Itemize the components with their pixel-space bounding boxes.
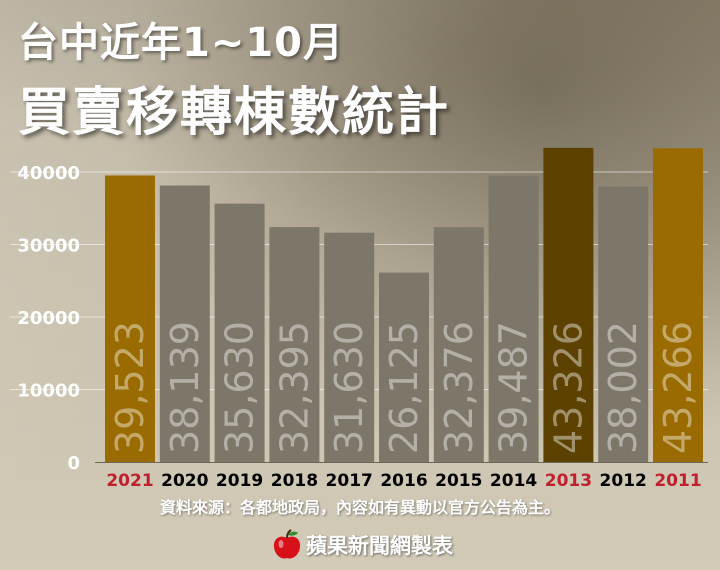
bar-value-label: 32,395 (272, 321, 316, 454)
bar (324, 232, 375, 462)
bar (543, 147, 594, 462)
apple-icon (273, 529, 301, 559)
chart-title-line1: 台中近年1~10月 (18, 20, 345, 66)
title-block: 台中近年1~10月 買賣移轉棟數統計 (18, 10, 450, 145)
bar-value-label: 43,326 (546, 321, 590, 454)
bar-value-label: 38,139 (163, 321, 207, 454)
bar-group: 31,630 2017 (324, 232, 375, 490)
x-tick-label: 2016 (380, 471, 427, 490)
bar (159, 185, 210, 462)
x-tick-label: 2011 (654, 471, 701, 490)
bar-group: 43,266 2011 (653, 148, 703, 490)
x-tick-label: 2015 (435, 471, 482, 490)
bar-group: 38,002 2012 (598, 186, 649, 490)
y-tick-label: 10000 (17, 381, 80, 402)
bar (214, 203, 265, 462)
bar (488, 175, 539, 463)
bar-group: 43,326 2013 (543, 147, 594, 490)
y-tick-label: 30000 (17, 236, 80, 257)
source-note: 資料來源：各都地政局，內容如有異動以官方公告為主。 (159, 498, 560, 517)
x-tick-label: 2018 (271, 471, 318, 490)
y-tick-label: 40000 (17, 163, 80, 184)
y-tick-label: 20000 (17, 308, 80, 329)
brand-text: 蘋果新聞網製表 (306, 534, 453, 558)
bar-value-label: 39,523 (108, 321, 152, 454)
bar-value-label: 26,125 (382, 321, 426, 454)
x-tick-label: 2012 (600, 471, 647, 490)
x-tick-label: 2013 (545, 471, 592, 490)
bar-value-label: 43,266 (656, 321, 700, 454)
bar-group: 32,376 2015 (433, 227, 484, 490)
bar-value-label: 38,002 (601, 321, 645, 454)
bar-group: 35,630 2019 (214, 203, 265, 490)
bar-value-label: 31,630 (327, 321, 371, 454)
bar-value-label: 39,487 (492, 321, 536, 454)
x-tick-label: 2019 (216, 471, 263, 490)
bar (598, 186, 649, 462)
bar (653, 148, 703, 462)
x-tick-label: 2017 (326, 471, 373, 490)
bar-value-label: 32,376 (437, 321, 481, 454)
bar (105, 175, 155, 462)
bar-group: 38,139 2020 (159, 185, 210, 490)
bar (379, 272, 429, 462)
bar-group: 39,523 2021 (105, 175, 155, 490)
bar-value-label: 35,630 (218, 321, 262, 454)
bar (269, 227, 320, 462)
bar-chart: 0 10000 20000 30000 40000 39,523 2021 38,139 202… (10, 147, 708, 490)
bar (433, 227, 484, 462)
x-tick-label: 2021 (106, 471, 153, 490)
brand: 蘋果新聞網製表 (272, 528, 453, 562)
bar-group: 39,487 2014 (488, 175, 539, 490)
x-tick-label: 2020 (161, 471, 208, 490)
x-tick-label: 2014 (490, 471, 537, 490)
bar-group: 26,125 2016 (379, 272, 429, 490)
bar-group: 32,395 2018 (269, 227, 320, 490)
chart-title-line2: 買賣移轉棟數統計 (18, 83, 451, 143)
y-tick-label: 0 (67, 453, 80, 474)
